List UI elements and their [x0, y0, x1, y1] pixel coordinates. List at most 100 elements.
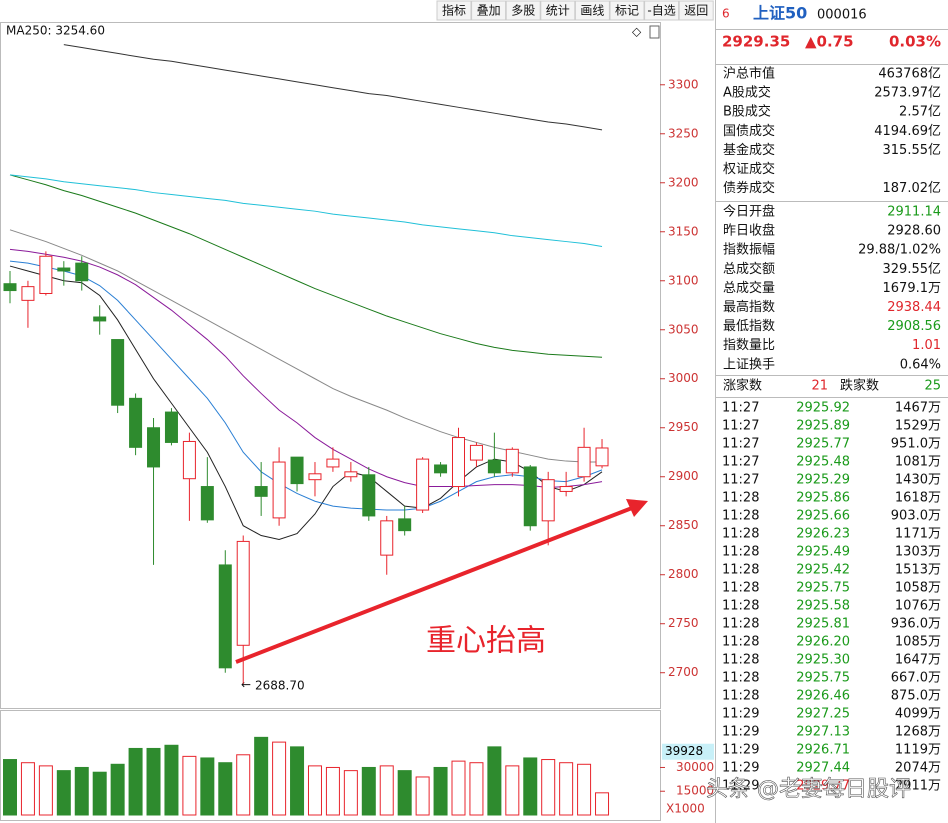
candle-body — [595, 447, 609, 467]
ma-label: MA250: 3254.60 — [6, 24, 105, 38]
ma-line — [9, 174, 603, 358]
tick-time: 11:28 — [722, 527, 759, 542]
tick-price: 2925.92 — [796, 401, 850, 416]
candle-body — [434, 464, 448, 474]
y-tick-label: 3050 — [668, 322, 699, 336]
tick-time: 11:27 — [722, 401, 759, 416]
stat-value: 4194.69亿 — [874, 124, 941, 139]
candle-body — [39, 255, 53, 294]
toolbar-label[interactable]: 多股 — [511, 4, 535, 18]
tick-price: 2925.29 — [796, 473, 850, 488]
stat-label: 债券成交 — [723, 180, 775, 196]
change: ▲0.75 — [805, 33, 854, 51]
volume-bar — [433, 766, 448, 816]
candle-body — [452, 437, 465, 488]
candle-body — [487, 459, 501, 474]
up-count: 21 — [811, 379, 828, 394]
toolbar-button[interactable] — [436, 0, 472, 21]
volume-bar — [272, 741, 287, 816]
y-tick-label: 3250 — [668, 126, 699, 140]
down-label: 跌家数 — [840, 378, 879, 394]
volume-bar — [307, 765, 322, 816]
toolbar-button[interactable] — [678, 0, 714, 21]
tick-price: 2925.89 — [796, 419, 850, 434]
toolbar-label[interactable]: 标记 — [615, 4, 639, 18]
volume-bar — [128, 747, 143, 816]
volume-bar — [164, 744, 179, 816]
candle-body — [541, 479, 555, 522]
candle-body — [147, 427, 161, 468]
tick-price: 2929.77 — [796, 779, 850, 794]
volume-bar — [218, 762, 233, 816]
toolbar-label[interactable]: -自选 — [647, 4, 675, 18]
toolbar-label[interactable]: 指标 — [442, 3, 466, 18]
tick-price: 2927.25 — [796, 707, 850, 722]
volume-bar — [56, 770, 71, 816]
scroll-box[interactable] — [649, 25, 660, 39]
tick-volume: 1513万 — [895, 563, 941, 578]
tick-price: 2926.20 — [796, 635, 850, 650]
tick-time: 11:29 — [722, 707, 759, 722]
volume-bar — [523, 757, 538, 816]
index-code: 000016 — [817, 8, 867, 23]
tick-price: 2925.75 — [796, 671, 850, 686]
candle-body — [254, 486, 268, 497]
toolbar-button[interactable] — [471, 0, 507, 21]
volume-bar — [3, 759, 17, 816]
candle-body — [93, 316, 107, 322]
volume-tick-label: 30000 — [676, 760, 714, 774]
volume-bar — [559, 762, 574, 816]
tick-time: 11:29 — [722, 725, 759, 740]
low-label-arrow: ← — [241, 678, 251, 692]
stat-value: 2928.60 — [887, 224, 941, 239]
tick-volume: 1268万 — [895, 725, 941, 740]
tick-volume: 667.0万 — [891, 671, 941, 686]
tick-volume: 1467万 — [895, 401, 941, 416]
toolbar-label[interactable]: 返回 — [684, 4, 708, 18]
volume-bar — [325, 766, 340, 816]
price: 2929.35 — [722, 33, 790, 51]
toolbar-label[interactable]: 统计 — [546, 4, 570, 18]
tick-price: 2925.42 — [796, 563, 850, 578]
panel-bg — [717, 0, 948, 823]
y-tick-label: 2850 — [668, 518, 699, 532]
tick-price: 2926.46 — [796, 689, 850, 704]
tick-volume: 1647万 — [895, 653, 941, 668]
toolbar-label[interactable]: 画线 — [580, 4, 604, 18]
candle-body — [272, 461, 286, 519]
tick-time: 11:28 — [722, 671, 759, 686]
candle-body — [505, 448, 519, 474]
toolbar-button[interactable] — [574, 0, 610, 21]
volume-bar — [236, 754, 251, 816]
stat-label: 最低指数 — [723, 319, 775, 334]
volume-bar — [182, 755, 197, 816]
toolbar-button[interactable] — [644, 0, 680, 21]
tick-time: 11:28 — [722, 509, 759, 524]
ma-line — [9, 260, 603, 511]
stat-label: 指数振幅 — [723, 243, 775, 258]
volume-bar — [361, 766, 376, 816]
tick-volume: 1529万 — [895, 419, 941, 434]
stat-label: 权证成交 — [723, 161, 775, 177]
stat-value: 2911.14 — [887, 205, 941, 220]
toolbar-label[interactable]: 叠加 — [477, 4, 501, 18]
toolbar-button[interactable] — [540, 0, 576, 21]
toolbar-button[interactable] — [609, 0, 645, 21]
volume-bar — [415, 776, 430, 816]
diamond-icon[interactable]: ◇ — [632, 25, 642, 39]
stat-value: 2938.44 — [887, 300, 941, 315]
tick-price: 2925.48 — [796, 455, 850, 470]
stat-value: 2.57亿 — [899, 105, 941, 120]
tick-volume: 951.0万 — [891, 437, 941, 452]
tick-time: 11:29 — [722, 761, 759, 776]
tick-price: 2927.44 — [796, 761, 850, 776]
volume-tick-label: 15000 — [676, 784, 714, 798]
toolbar-button[interactable] — [505, 0, 541, 21]
candle-body — [344, 471, 358, 478]
stat-value: 29.88/1.02% — [858, 243, 941, 258]
change-pct: 0.03% — [889, 33, 941, 51]
tick-price: 2926.23 — [796, 527, 850, 542]
tick-time: 11:28 — [722, 599, 759, 614]
tick-time: 11:27 — [722, 473, 759, 488]
ma-line — [63, 44, 603, 131]
